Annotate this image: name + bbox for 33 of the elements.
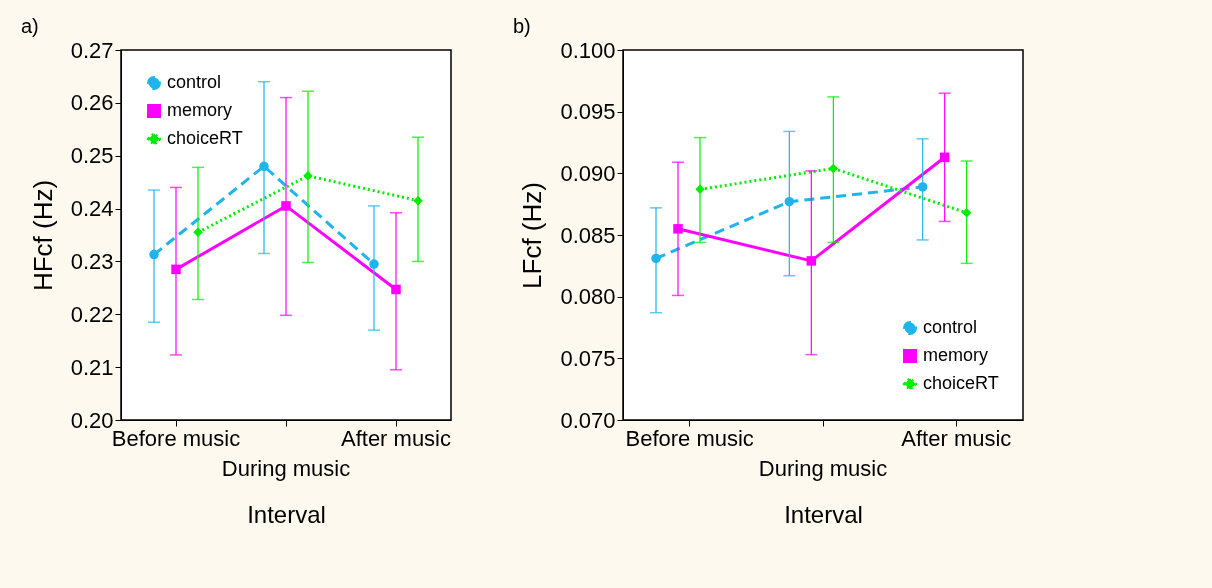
y-tick-label: 0.21 (70, 354, 114, 380)
legend-label: choiceRT (923, 373, 999, 393)
legend-label: control (167, 72, 222, 92)
y-tick-label: 0.070 (560, 407, 616, 433)
x-tick-label: After music (340, 425, 452, 451)
x-tick-label: After music (901, 425, 1012, 451)
legend-label: memory (923, 345, 989, 365)
x-axis-title: Interval (784, 500, 863, 528)
y-tick-label: 0.23 (70, 248, 114, 274)
y-tick-label: 0.085 (560, 222, 616, 248)
y-tick-label: 0.075 (560, 345, 616, 371)
legend-label: control (923, 317, 978, 337)
chart-title: b) (513, 15, 531, 37)
y-tick-label: 0.090 (560, 160, 616, 186)
y-axis-title: LFcf (Hz) (517, 182, 548, 289)
y-tick-label: 0.25 (70, 143, 114, 169)
chart-title: a) (21, 15, 39, 37)
x-tick-label: During music (221, 455, 351, 481)
y-tick-label: 0.20 (70, 407, 114, 433)
x-tick-label: Before music (625, 425, 754, 451)
legend-label: memory (167, 100, 233, 120)
y-tick-label: 0.27 (70, 37, 114, 63)
y-tick-label: 0.26 (70, 90, 114, 116)
legend-label: choiceRT (167, 128, 243, 148)
y-tick-label: 0.22 (70, 301, 114, 327)
x-axis-title: Interval (247, 500, 326, 528)
y-tick-label: 0.24 (70, 196, 114, 222)
x-tick-label: Before music (111, 425, 241, 451)
y-tick-label: 0.100 (560, 37, 616, 63)
y-tick-label: 0.095 (560, 99, 616, 125)
y-axis-title: HFcf (Hz) (27, 179, 58, 292)
y-tick-label: 0.080 (560, 284, 616, 310)
x-tick-label: During music (758, 455, 888, 481)
